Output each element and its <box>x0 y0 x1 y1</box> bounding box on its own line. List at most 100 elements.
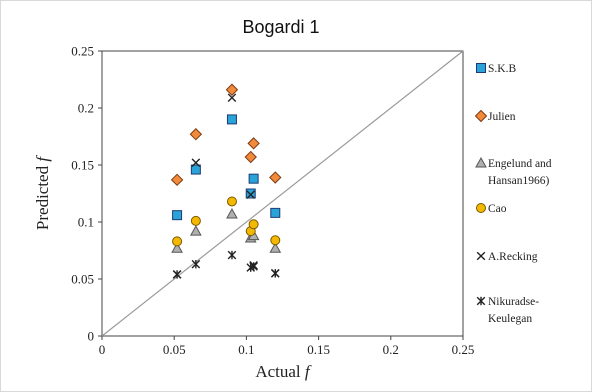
legend-label: Cao <box>488 203 507 215</box>
diamond-marker <box>225 83 239 96</box>
x-tick-label: 0.2 <box>383 342 399 357</box>
data-point <box>191 259 201 269</box>
x-marker-stroke <box>227 93 237 103</box>
y-tick-label: 0.25 <box>71 44 94 59</box>
reference-line <box>101 50 464 337</box>
series-1 <box>170 83 282 187</box>
plot-border <box>101 50 464 337</box>
square-marker <box>226 114 237 125</box>
diamond-marker <box>170 173 184 187</box>
series-4 <box>172 93 280 279</box>
circle-marker <box>226 196 237 207</box>
data-point <box>226 207 238 219</box>
data-point <box>248 219 259 230</box>
diamond-marker <box>189 128 203 141</box>
data-point <box>190 225 202 236</box>
diamond-marker <box>269 171 282 184</box>
series-0 <box>172 114 281 221</box>
circle-marker <box>248 219 259 230</box>
y-tick-label: 0 <box>88 329 95 344</box>
chart-title: Bogardi 1 <box>242 17 319 37</box>
data-point <box>170 173 184 187</box>
legend-label: Keulegan <box>488 313 532 325</box>
legend-marker <box>476 63 486 73</box>
legend-item: S.K.B <box>476 63 516 75</box>
legend-label: Engelund and <box>488 158 552 170</box>
x-axis-title-symbol: f <box>305 362 312 381</box>
y-axis-title-text: Predicted <box>33 162 52 230</box>
legend-label: A.Recking <box>488 251 538 263</box>
data-point <box>244 150 257 164</box>
data-point <box>172 270 182 279</box>
square-marker <box>190 164 201 175</box>
circle-marker <box>270 235 281 246</box>
data-point <box>190 215 201 226</box>
data-point <box>249 262 258 271</box>
triangle-marker <box>190 225 202 236</box>
legend-marker <box>474 109 488 123</box>
series-3 <box>172 196 281 247</box>
y-tick-label: 0.2 <box>78 101 94 116</box>
triangle-marker <box>475 156 487 168</box>
legend-marker <box>476 296 486 306</box>
legend-label: S.K.B <box>488 63 516 75</box>
legend-item: A.Recking <box>476 251 538 263</box>
x-axis-title: Actual f <box>255 362 312 381</box>
circle-marker <box>190 215 201 226</box>
x-marker-stroke <box>191 158 201 168</box>
x-tick-label: 0.05 <box>163 342 186 357</box>
data-point <box>171 242 183 253</box>
data-point <box>225 83 239 96</box>
data-point <box>270 269 280 278</box>
y-tick-label: 0.05 <box>71 272 94 287</box>
square-marker <box>476 63 486 73</box>
x-tick-label: 0.25 <box>452 342 475 357</box>
x-tick-label: 0.1 <box>238 342 254 357</box>
square-marker <box>270 207 281 218</box>
data-point <box>270 207 281 218</box>
diamond-marker <box>244 150 257 164</box>
legend-label: Hansan1966) <box>488 175 549 187</box>
data-point <box>247 137 260 150</box>
diamond-marker <box>474 109 488 123</box>
data-point <box>172 210 183 221</box>
x-marker-stroke <box>246 190 256 199</box>
legend-item: Nikuradse- Keulegan <box>476 296 539 325</box>
legend-item: Julien <box>474 109 516 123</box>
data-point <box>269 171 282 184</box>
series-5 <box>172 250 280 279</box>
square-marker <box>245 188 256 199</box>
legend-label: Julien <box>488 111 516 123</box>
square-marker <box>248 173 259 184</box>
x-axis-title-text: Actual <box>255 362 305 381</box>
circle-marker <box>476 203 486 213</box>
legend-label: Nikuradse- <box>488 296 539 308</box>
diamond-marker <box>247 137 260 150</box>
y-tick-label: 0.1 <box>78 215 94 230</box>
data-point <box>269 242 282 253</box>
triangle-marker <box>171 242 183 253</box>
series-2 <box>171 207 282 253</box>
x-marker-stroke <box>476 251 486 261</box>
data-point <box>248 173 259 184</box>
data-point <box>246 190 256 199</box>
legend: S.K.B Julien Engelund and Hansan1966) Cao A.R… <box>474 63 552 325</box>
legend-marker <box>476 251 486 261</box>
legend-item: Engelund and Hansan1966) <box>475 156 552 187</box>
x-tick-label: 0.15 <box>307 342 330 357</box>
square-marker <box>172 210 183 221</box>
triangle-marker <box>269 242 282 253</box>
plot-area: 0 0.05 0.1 0.15 0.2 0.25 0 0.05 0.1 0.15 0.2 0.25 Ac… <box>33 44 474 382</box>
x-tick-label: 0 <box>99 342 106 357</box>
y-tick-label: 0.15 <box>71 158 94 173</box>
data-point <box>227 250 237 260</box>
legend-marker <box>475 156 487 168</box>
legend-item: Cao <box>476 203 507 215</box>
data-point <box>191 158 201 168</box>
data-point <box>227 93 237 103</box>
legend-marker <box>476 203 486 213</box>
data-point <box>189 128 203 141</box>
circle-marker <box>172 236 183 247</box>
